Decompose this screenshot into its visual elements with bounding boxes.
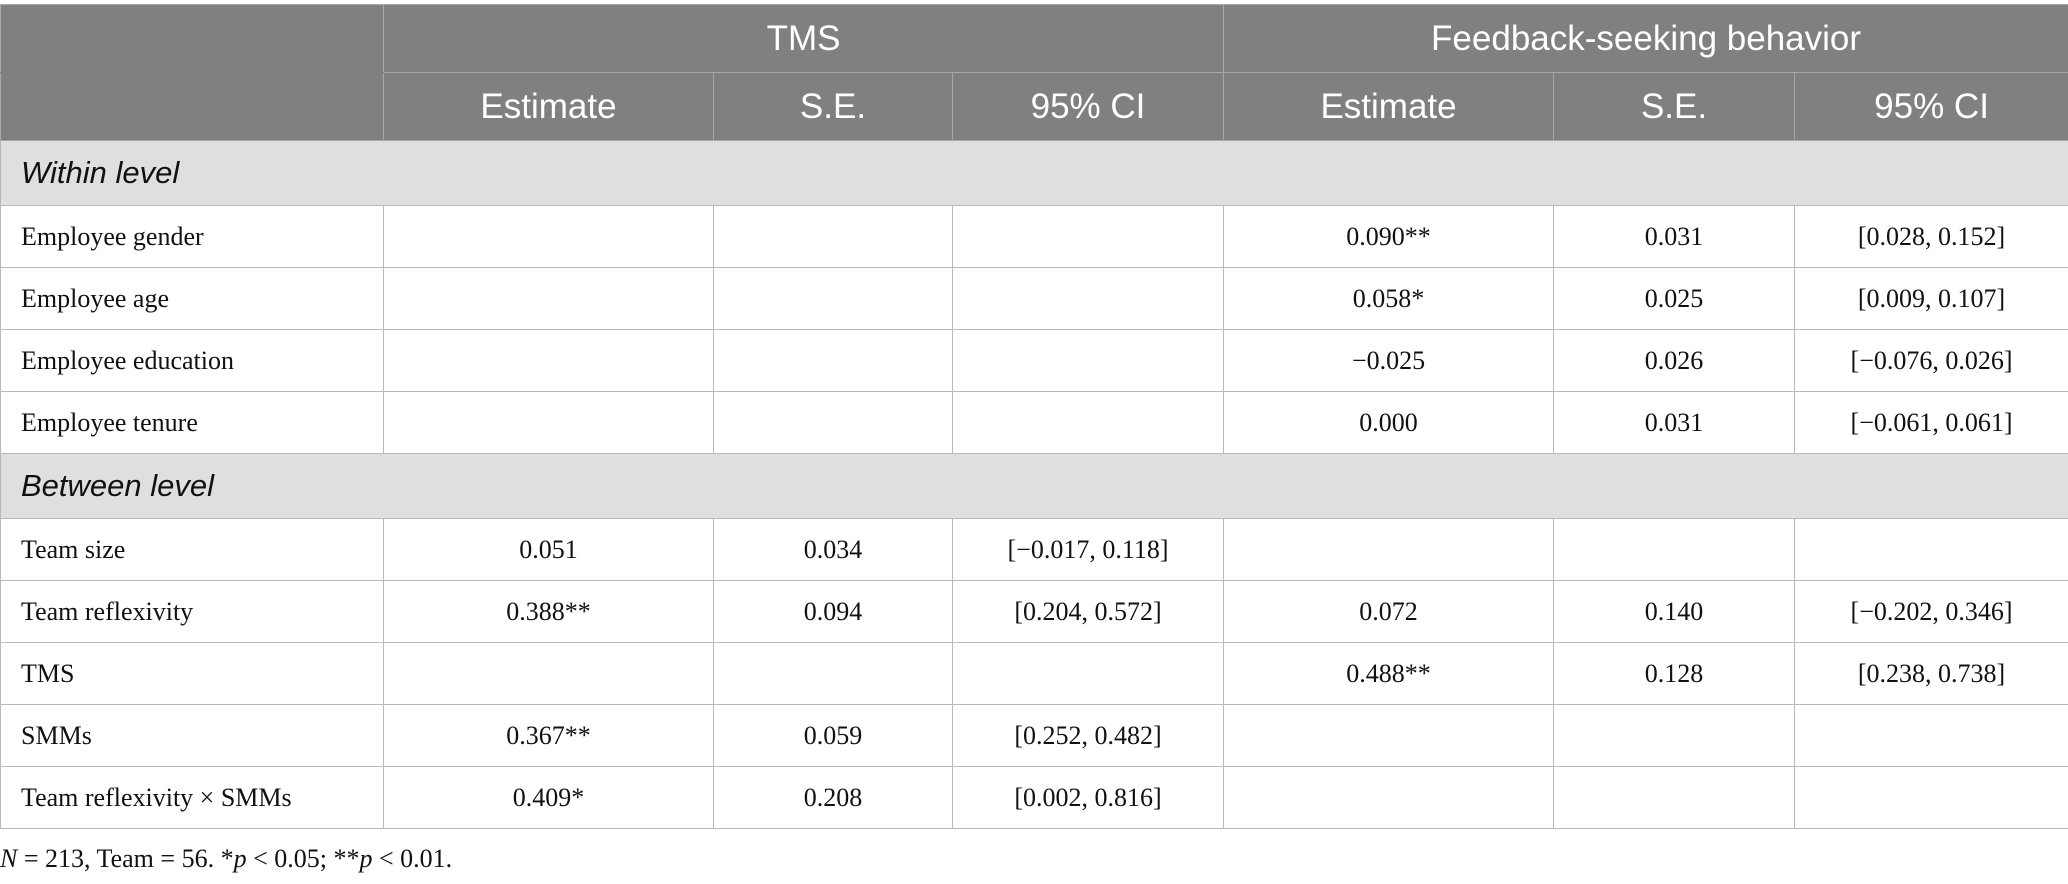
footnote-p2-text: < 0.01. xyxy=(372,844,453,873)
fsb-ci-cell xyxy=(1794,704,2068,767)
fsb-ci-cell: [0.028, 0.152] xyxy=(1794,205,2068,268)
table-row: Employee tenure 0.000 0.031 [−0.061, 0.0… xyxy=(0,391,2068,454)
results-table: TMS Feedback-seeking behavior Estimate S… xyxy=(0,4,2068,829)
table-row: TMS 0.488** 0.128 [0.238, 0.738] xyxy=(0,642,2068,705)
header-corner-cell xyxy=(0,4,384,73)
fsb-ci-cell: [−0.202, 0.346] xyxy=(1794,580,2068,643)
row-label: Employee education xyxy=(0,329,384,392)
tms-se-cell xyxy=(713,267,953,330)
table-row: SMMs 0.367** 0.059 [0.252, 0.482] xyxy=(0,704,2068,767)
header-fsb-ci: 95% CI xyxy=(1794,72,2068,141)
footnote-p1-symbol: p xyxy=(233,844,247,873)
row-label: Employee age xyxy=(0,267,384,330)
fsb-estimate-cell xyxy=(1223,766,1555,829)
header-tms-se: S.E. xyxy=(713,72,953,141)
row-label: Team reflexivity xyxy=(0,580,384,643)
row-label: Employee gender xyxy=(0,205,384,268)
fsb-estimate-cell: 0.090** xyxy=(1223,205,1555,268)
fsb-se-cell: 0.026 xyxy=(1553,329,1796,392)
fsb-estimate-cell: 0.058* xyxy=(1223,267,1555,330)
header-group-feedback-seeking: Feedback-seeking behavior xyxy=(1223,4,2068,73)
tms-se-cell xyxy=(713,205,953,268)
header-fsb-se: S.E. xyxy=(1553,72,1796,141)
table-footnote: N = 213, Team = 56. *p < 0.05; **p < 0.0… xyxy=(0,844,452,874)
table-row: Team size 0.051 0.034 [−0.017, 0.118] xyxy=(0,518,2068,581)
tms-ci-cell: [0.252, 0.482] xyxy=(951,704,1225,767)
tms-se-cell xyxy=(713,391,953,454)
footnote-p2-symbol: p xyxy=(359,844,373,873)
table-row: Employee age 0.058* 0.025 [0.009, 0.107] xyxy=(0,267,2068,330)
header-tms-estimate: Estimate xyxy=(383,72,714,141)
header-tms-ci: 95% CI xyxy=(951,72,1225,141)
tms-ci-cell: [0.002, 0.816] xyxy=(951,766,1225,829)
fsb-estimate-cell xyxy=(1223,518,1555,581)
footnote-p1-text: < 0.05; ** xyxy=(246,844,360,873)
table-row: Employee education −0.025 0.026 [−0.076,… xyxy=(0,329,2068,392)
tms-estimate-cell xyxy=(383,391,714,454)
tms-se-cell: 0.034 xyxy=(713,518,953,581)
fsb-estimate-cell xyxy=(1223,704,1555,767)
tms-se-cell xyxy=(713,329,953,392)
tms-se-cell: 0.208 xyxy=(713,766,953,829)
fsb-se-cell xyxy=(1553,518,1796,581)
tms-estimate-cell xyxy=(383,205,714,268)
tms-ci-cell xyxy=(951,642,1225,705)
row-label: Team size xyxy=(0,518,384,581)
fsb-se-cell: 0.025 xyxy=(1553,267,1796,330)
fsb-se-cell: 0.140 xyxy=(1553,580,1796,643)
table-row: Employee gender 0.090** 0.031 [0.028, 0.… xyxy=(0,205,2068,268)
tms-estimate-cell: 0.051 xyxy=(383,518,714,581)
tms-ci-cell xyxy=(951,391,1225,454)
tms-se-cell: 0.059 xyxy=(713,704,953,767)
fsb-ci-cell: [−0.076, 0.026] xyxy=(1794,329,2068,392)
footnote-n-symbol: N xyxy=(0,844,18,873)
fsb-ci-cell: [0.009, 0.107] xyxy=(1794,267,2068,330)
table-row: Team reflexivity 0.388** 0.094 [0.204, 0… xyxy=(0,580,2068,643)
tms-estimate-cell xyxy=(383,642,714,705)
row-label: TMS xyxy=(0,642,384,705)
section-title: Within level xyxy=(0,140,2068,206)
tms-ci-cell: [0.204, 0.572] xyxy=(951,580,1225,643)
fsb-se-cell: 0.031 xyxy=(1553,391,1796,454)
tms-se-cell xyxy=(713,642,953,705)
tms-ci-cell: [−0.017, 0.118] xyxy=(951,518,1225,581)
fsb-se-cell xyxy=(1553,704,1796,767)
header-subcolumn-row: Estimate S.E. 95% CI Estimate S.E. 95% C… xyxy=(0,72,2068,141)
tms-ci-cell xyxy=(951,329,1225,392)
section-row-within-level: Within level xyxy=(0,140,2068,206)
header-corner-cell-lower xyxy=(0,72,384,141)
fsb-se-cell: 0.128 xyxy=(1553,642,1796,705)
table-row: Team reflexivity × SMMs 0.409* 0.208 [0.… xyxy=(0,766,2068,829)
section-row-between-level: Between level xyxy=(0,453,2068,519)
fsb-ci-cell xyxy=(1794,518,2068,581)
row-label: SMMs xyxy=(0,704,384,767)
row-label: Employee tenure xyxy=(0,391,384,454)
footnote-n-text: = 213, Team = 56. * xyxy=(17,844,234,873)
tms-se-cell: 0.094 xyxy=(713,580,953,643)
table-header: TMS Feedback-seeking behavior Estimate S… xyxy=(0,4,2068,141)
fsb-ci-cell xyxy=(1794,766,2068,829)
header-group-tms: TMS xyxy=(382,4,1225,73)
fsb-se-cell xyxy=(1553,766,1796,829)
fsb-ci-cell: [0.238, 0.738] xyxy=(1794,642,2068,705)
fsb-se-cell: 0.031 xyxy=(1553,205,1796,268)
tms-estimate-cell: 0.409* xyxy=(383,766,714,829)
table-body: Within level Employee gender 0.090** 0.0… xyxy=(0,140,2068,829)
tms-ci-cell xyxy=(951,205,1225,268)
tms-estimate-cell xyxy=(383,267,714,330)
tms-estimate-cell: 0.388** xyxy=(383,580,714,643)
fsb-ci-cell: [−0.061, 0.061] xyxy=(1794,391,2068,454)
tms-ci-cell xyxy=(951,267,1225,330)
fsb-estimate-cell: 0.072 xyxy=(1223,580,1555,643)
row-label: Team reflexivity × SMMs xyxy=(0,766,384,829)
fsb-estimate-cell: 0.000 xyxy=(1223,391,1555,454)
fsb-estimate-cell: 0.488** xyxy=(1223,642,1555,705)
header-fsb-estimate: Estimate xyxy=(1223,72,1555,141)
section-title: Between level xyxy=(0,453,2068,519)
fsb-estimate-cell: −0.025 xyxy=(1223,329,1555,392)
tms-estimate-cell: 0.367** xyxy=(383,704,714,767)
tms-estimate-cell xyxy=(383,329,714,392)
header-group-row: TMS Feedback-seeking behavior xyxy=(0,4,2068,73)
